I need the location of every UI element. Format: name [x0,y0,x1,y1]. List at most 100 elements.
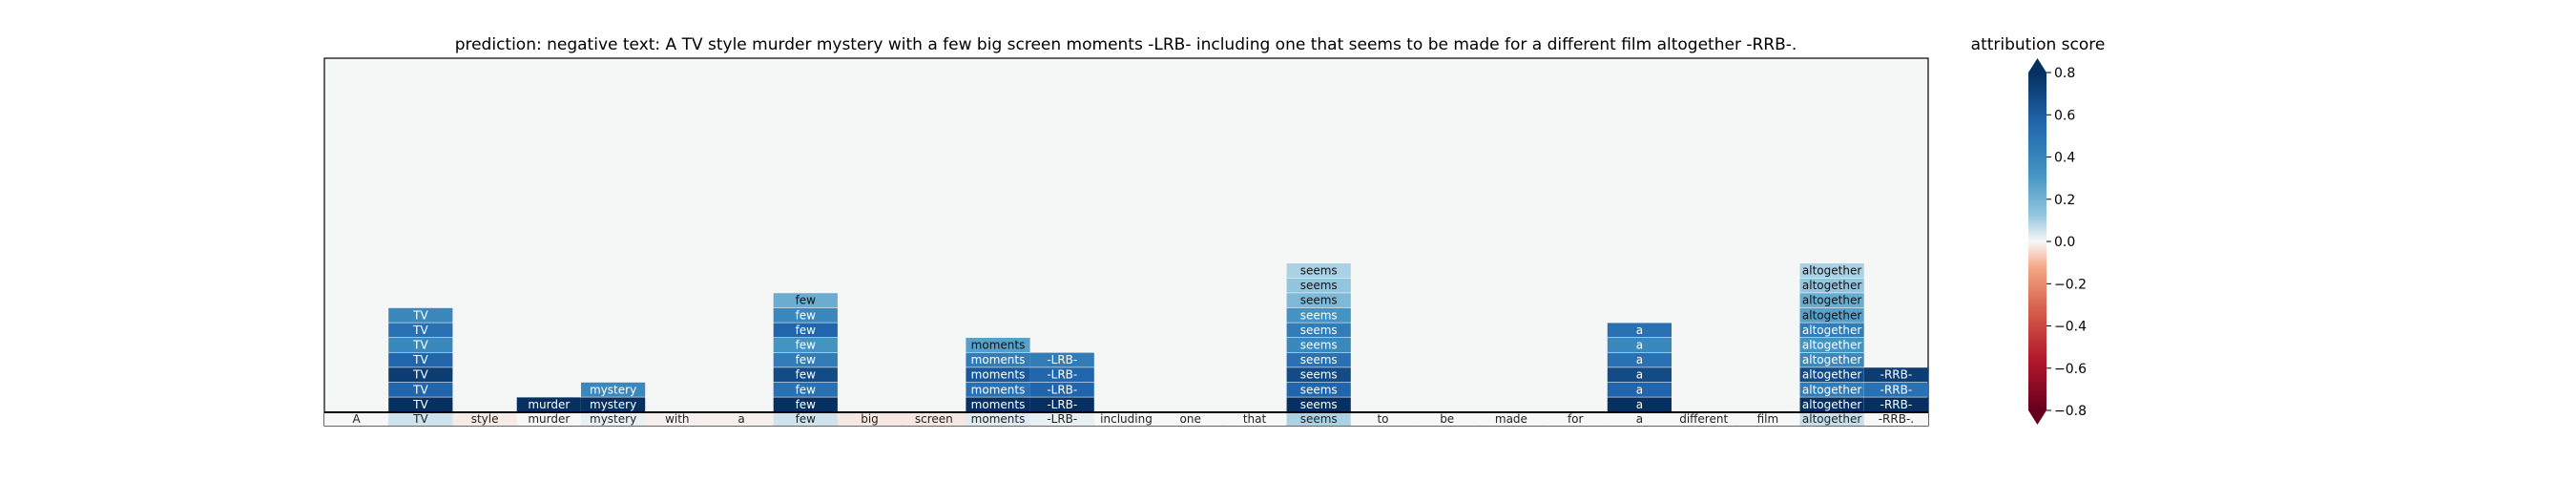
attribution-cell [1607,352,1672,367]
token-label: TV [412,412,428,426]
colorbar-tick-label: 0.4 [2054,151,2075,166]
attribution-cell [1799,293,1864,308]
attribution-cell-label: seems [1300,308,1338,322]
token-label: for [1568,412,1584,426]
token-cell [1863,412,1928,426]
token-label: different [1679,412,1728,426]
attribution-cell [1286,278,1351,293]
colorbar-tick-label: −0.8 [2054,404,2087,419]
colorbar-tick-label: −0.4 [2054,320,2087,335]
attribution-cell-label: altogether [1802,368,1861,382]
token-label: screen [915,412,953,426]
attribution-cell [388,323,453,338]
token-cell [837,412,903,426]
attribution-cell [1286,293,1351,308]
attribution-cell [966,367,1030,383]
token-cell [645,412,710,426]
token-label: a [1636,412,1643,426]
colorbar-tick-label: −0.2 [2054,277,2087,292]
token-cell [1543,412,1608,426]
attribution-cell [1799,382,1864,397]
attribution-cell [516,397,581,412]
attribution-cell-label: moments [971,398,1026,411]
token-cell [1672,412,1736,426]
token-label: seems [1300,412,1338,426]
token-label: moments [971,412,1026,426]
attribution-cell [1863,397,1928,412]
colorbar-tick-label: −0.6 [2054,362,2087,377]
attribution-cell [1799,263,1864,278]
attribution-cell [1286,263,1351,278]
token-cell [1158,412,1223,426]
token-label: mystery [590,412,636,426]
attribution-cell-label: altogether [1802,398,1861,411]
token-label: one [1180,412,1201,426]
attribution-cell-label: seems [1300,368,1338,382]
attribution-cell-label: -LRB- [1047,353,1077,366]
attribution-cell-label: seems [1300,383,1338,396]
token-cell [1415,412,1480,426]
token-label: that [1243,412,1267,426]
attribution-cell [966,338,1030,352]
token-cell [902,412,966,426]
token-label: altogether [1802,412,1861,426]
token-cell [1286,412,1351,426]
attribution-cell [388,352,453,367]
attribution-cell [1607,367,1672,383]
colorbar-tick-label: 0.0 [2054,235,2075,250]
token-row: A TV style murder mystery with a few big screen mo… [324,412,1928,426]
token-label: -RRB-. [1879,412,1914,426]
attribution-cell [773,397,838,412]
attribution-cell-label: moments [971,383,1026,396]
attribution-cell [388,338,453,352]
attribution-cell-label: TV [412,398,428,411]
token-label: style [471,412,499,426]
attribution-cell-label: altogether [1802,279,1861,292]
colorbar-tick-label: 0.2 [2054,193,2075,208]
attribution-cell [1799,397,1864,412]
attribution-cell [1286,367,1351,383]
attribution-cell [1029,352,1094,367]
attribution-cell-label: TV [412,353,428,366]
attribution-cell [388,367,453,383]
attribution-cell [1799,338,1864,352]
colorbar-max-arrow [2028,58,2046,73]
attribution-cell-label: altogether [1802,324,1861,337]
attribution-cell [1607,323,1672,338]
attribution-cell-label: -LRB- [1047,383,1077,396]
chart-title: prediction: negative text: A TV style mu… [455,35,1797,54]
attribution-cell-label: seems [1300,279,1338,292]
attribution-cell [1799,323,1864,338]
attribution-cell-label: seems [1300,264,1338,278]
attribution-cell [773,323,838,338]
attribution-cell [388,307,453,323]
attribution-cell-label: a [1636,353,1643,366]
attribution-cell-label: seems [1300,339,1338,352]
attribution-cell-label: TV [412,339,428,352]
token-label: to [1377,412,1388,426]
token-cell [516,412,581,426]
attribution-cell-label: moments [971,353,1026,366]
attribution-cell [1799,307,1864,323]
token-cell [1479,412,1544,426]
token-cell [581,412,646,426]
attribution-cell-label: TV [412,308,428,322]
attribution-cell-label: TV [412,368,428,382]
token-cell [452,412,517,426]
attribution-cell [773,382,838,397]
token-cell [1799,412,1864,426]
attribution-cell-label: a [1636,368,1643,382]
attribution-cell [1863,367,1928,383]
attribution-cell [773,293,838,308]
token-label: made [1495,412,1527,426]
token-label: A [352,412,361,426]
colorbar: 0.8 0.6 0.4 0.2 0.0 −0.2 −0.4 −0.6 −0.8 [2028,58,2087,425]
attribution-cell [1799,367,1864,383]
attribution-cell-label: few [796,398,817,411]
attribution-cell-label: a [1636,324,1643,337]
attribution-cell [1607,338,1672,352]
token-label: big [861,412,879,426]
attribution-cell-label: TV [412,324,428,337]
attribution-cell [1799,278,1864,293]
